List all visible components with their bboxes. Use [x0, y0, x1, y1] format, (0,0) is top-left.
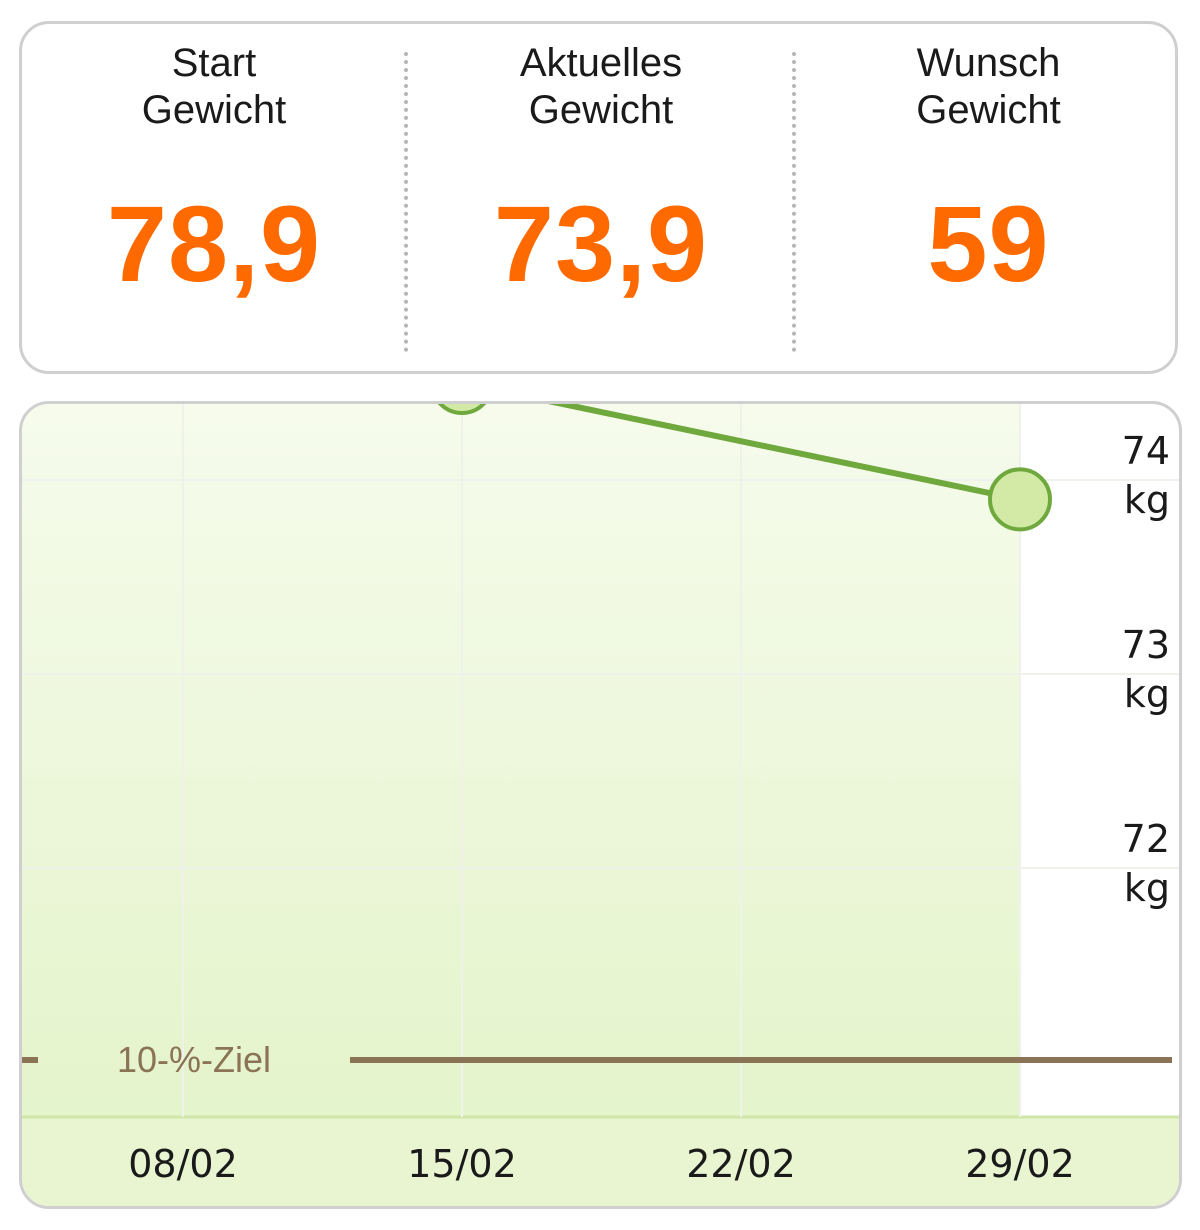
current-weight-label: Aktuelles Gewicht [408, 40, 794, 134]
current-weight-stat: Aktuelles Gewicht 73,9 [408, 24, 794, 371]
weight-chart-card[interactable]: 10-%-Ziel 74 kg 73 kg 72 kg 08/02 15/02 22/02 29/… [19, 401, 1182, 1209]
y-tick-label: 73 [1122, 623, 1170, 667]
start-weight-label: Start Gewicht [22, 40, 406, 134]
chart-area-fill [22, 404, 1020, 1117]
goal-line-label: 10-%-Ziel [117, 1039, 271, 1080]
y-tick-label: 72 [1122, 817, 1170, 861]
start-weight-value: 78,9 [106, 183, 322, 304]
x-tick-label: 29/02 [965, 1142, 1075, 1186]
y-tick-unit: kg [1124, 478, 1170, 522]
start-weight-label-line1: Start [171, 41, 257, 85]
start-weight-stat: Start Gewicht 78,9 [22, 24, 406, 371]
y-tick-label: 74 [1122, 429, 1170, 473]
stat-divider [404, 52, 408, 352]
current-weight-label-line2: Gewicht [528, 88, 674, 132]
target-weight-label-line2: Gewicht [916, 88, 1061, 132]
y-tick-unit: kg [1124, 672, 1170, 716]
x-tick-label: 15/02 [407, 1142, 517, 1186]
x-tick-label: 08/02 [128, 1142, 238, 1186]
start-weight-label-line2: Gewicht [141, 88, 287, 132]
target-weight-value: 59 [927, 183, 1050, 304]
weight-chart[interactable]: 10-%-Ziel 74 kg 73 kg 72 kg 08/02 15/02 22/02 29/… [22, 404, 1179, 1206]
target-weight-label-line1: Wunsch [916, 41, 1061, 85]
current-weight-label-line1: Aktuelles [519, 41, 683, 85]
x-tick-label: 22/02 [686, 1142, 796, 1186]
target-weight-stat: Wunsch Gewicht 59 [796, 24, 1175, 371]
weight-data-point [437, 404, 487, 415]
weight-data-point [988, 467, 1052, 532]
target-weight-label: Wunsch Gewicht [796, 40, 1175, 134]
weight-series-line [547, 404, 1023, 503]
x-axis-band [22, 1117, 1179, 1206]
stat-divider [792, 52, 796, 352]
current-weight-value: 73,9 [493, 183, 709, 304]
weight-summary-card: Start Gewicht 78,9 Aktuelles Gewicht 73,… [19, 21, 1178, 374]
y-tick-unit: kg [1124, 866, 1170, 910]
